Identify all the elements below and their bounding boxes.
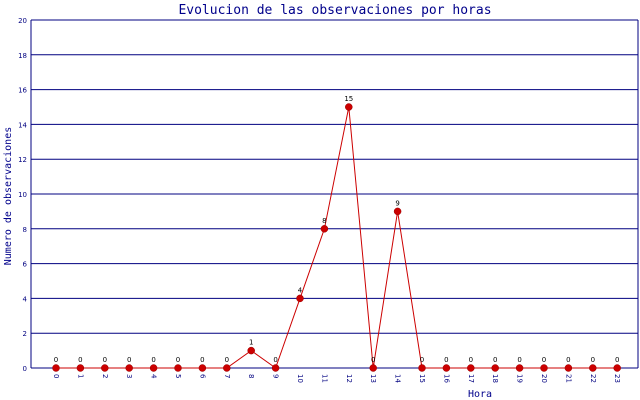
data-point-0 [52, 364, 60, 372]
x-tick-label-3: 3 [125, 374, 133, 378]
x-tick-label-22: 22 [589, 374, 597, 383]
data-label-5: 0 [176, 356, 180, 364]
y-tick-labels: 0 2 4 6 8 10 12 14 16 18 20 [18, 17, 27, 373]
data-point-7 [223, 364, 231, 372]
data-point-21 [564, 364, 573, 372]
data-label-21: 0 [566, 356, 570, 364]
y-tick-label-10: 10 [18, 191, 27, 199]
y-tick-label-4: 4 [23, 295, 28, 303]
data-point-16 [442, 364, 451, 372]
y-tick-label-12: 12 [18, 156, 27, 164]
y-tick-label-16: 16 [18, 87, 27, 95]
data-label-3: 0 [127, 356, 131, 364]
data-label-13: 0 [371, 356, 375, 364]
data-label-14: 9 [395, 199, 399, 207]
data-point-6 [198, 364, 207, 372]
data-point-11 [320, 225, 329, 233]
data-point-5 [174, 364, 182, 372]
data-label-18: 0 [493, 356, 497, 364]
data-point-22 [589, 364, 597, 372]
data-labels: 0 0 0 0 0 0 0 0 1 0 4 8 15 0 9 0 0 0 0 0 0 0 0 0 [54, 95, 620, 364]
x-tick-label-20: 20 [540, 374, 548, 383]
x-tick-label-13: 13 [369, 374, 377, 383]
data-label-16: 0 [444, 356, 448, 364]
y-tick-label-14: 14 [18, 121, 27, 129]
x-tick-label-6: 6 [198, 374, 206, 379]
x-tick-label-18: 18 [491, 374, 499, 383]
data-label-8: 1 [249, 339, 253, 347]
data-point-8 [247, 346, 255, 355]
y-tick-label-8: 8 [23, 226, 27, 234]
data-label-4: 0 [151, 356, 155, 364]
data-label-23: 0 [615, 356, 619, 364]
data-label-10: 4 [298, 286, 303, 294]
data-point-14 [393, 207, 402, 216]
data-point-19 [515, 364, 524, 372]
data-label-7: 0 [225, 356, 229, 364]
data-label-2: 0 [103, 356, 107, 364]
x-tick-label-15: 15 [418, 374, 426, 383]
data-point-2 [101, 364, 109, 372]
x-tick-label-23: 23 [613, 374, 621, 383]
x-tick-label-8: 8 [247, 374, 255, 378]
x-tick-label-11: 11 [320, 374, 328, 383]
data-point-17 [467, 364, 475, 372]
data-label-12: 15 [344, 95, 353, 103]
data-label-17: 0 [469, 356, 473, 364]
y-tick-label-18: 18 [18, 52, 27, 60]
data-point-15 [418, 364, 426, 372]
data-label-6: 0 [200, 356, 204, 364]
x-tick-label-7: 7 [223, 374, 231, 378]
x-tick-label-4: 4 [150, 374, 158, 379]
grid-lines [31, 19, 638, 369]
x-tick-label-21: 21 [564, 374, 572, 383]
data-label-20: 0 [542, 356, 546, 364]
data-point-10 [296, 294, 304, 303]
x-tick-label-10: 10 [296, 374, 304, 383]
y-tick-label-0: 0 [23, 365, 27, 373]
data-point-23 [613, 364, 621, 372]
x-tick-label-12: 12 [345, 374, 353, 383]
data-label-15: 0 [420, 356, 424, 364]
series-line [56, 106, 618, 369]
x-tick-label-19: 19 [516, 374, 524, 383]
data-label-19: 0 [517, 356, 521, 364]
x-tick-label-9: 9 [272, 374, 280, 378]
data-point-3 [125, 364, 133, 372]
data-label-1: 0 [78, 356, 82, 364]
series-observaciones [52, 103, 621, 372]
chart-title: Evolucion de las observaciones por horas [178, 3, 491, 18]
y-tick-label-6: 6 [23, 261, 28, 269]
x-tick-label-0: 0 [52, 374, 60, 378]
data-label-22: 0 [591, 356, 595, 364]
data-point-4 [149, 364, 158, 372]
x-tick-label-16: 16 [442, 374, 450, 383]
y-axis-label: Numero de observaciones [3, 127, 14, 265]
x-tick-label-5: 5 [174, 374, 182, 378]
x-tick-labels: 0 1 2 3 4 5 6 7 8 9 10 11 12 13 14 15 16 17 18 19 20 21 22 23 [52, 374, 621, 383]
x-tick-label-17: 17 [467, 374, 475, 383]
data-label-9: 0 [273, 356, 277, 364]
x-tick-label-2: 2 [101, 374, 109, 378]
data-point-9 [271, 364, 280, 372]
y-tick-label-2: 2 [23, 330, 27, 338]
y-tick-label-20: 20 [18, 17, 27, 25]
data-point-18 [491, 364, 499, 372]
data-point-20 [540, 364, 548, 372]
x-tick-label-14: 14 [394, 374, 402, 383]
x-tick-label-1: 1 [76, 374, 84, 378]
data-label-11: 8 [322, 217, 326, 225]
data-point-1 [76, 364, 85, 372]
data-point-13 [369, 364, 377, 372]
data-label-0: 0 [54, 356, 58, 364]
data-point-12 [345, 103, 353, 111]
x-axis-label: Hora [468, 389, 492, 400]
